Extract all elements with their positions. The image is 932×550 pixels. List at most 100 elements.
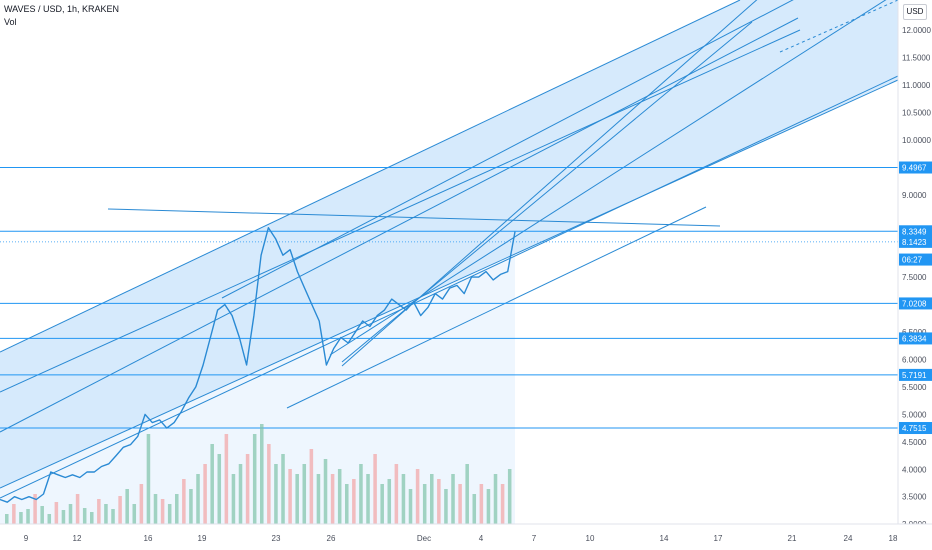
volume-bar — [295, 474, 299, 524]
volume-bar — [97, 499, 101, 524]
volume-bar — [444, 489, 448, 524]
volume-bar — [224, 434, 229, 524]
volume-bar — [33, 494, 37, 524]
volume-bar — [26, 509, 30, 524]
price-line — [0, 226, 516, 503]
y-tick-label: 4.5000 — [902, 438, 927, 447]
volume-bar — [267, 444, 271, 524]
trend-line — [0, 29, 801, 393]
price-tag-bg — [899, 297, 932, 310]
volume-bar — [451, 474, 455, 524]
volume-bar — [337, 469, 342, 524]
x-tick-label: 9 — [24, 534, 29, 543]
volume-bar — [217, 454, 222, 524]
trend-line — [221, 0, 794, 299]
volume-bar — [507, 469, 512, 524]
price-tag-bg — [899, 225, 932, 238]
volume-bar — [210, 444, 214, 524]
y-tick-label: 4.0000 — [902, 465, 927, 474]
volume-indicator-label[interactable]: Vol — [4, 17, 17, 27]
y-tick-label: 11.5000 — [902, 54, 931, 63]
volume-bar — [146, 434, 151, 524]
x-tick-label: 19 — [198, 534, 207, 543]
x-tick-label: 14 — [660, 534, 669, 543]
volume-bar — [160, 499, 165, 524]
volume-bar — [167, 504, 172, 524]
volume-bar — [359, 464, 363, 524]
volume-bar — [394, 464, 399, 524]
volume-bar — [132, 504, 137, 524]
volume-bar — [437, 479, 441, 524]
volume-bar — [90, 512, 94, 524]
price-axis-bg — [898, 0, 932, 550]
volume-bar — [75, 494, 80, 524]
y-tick-label: 12.0000 — [902, 26, 931, 35]
price-tag-label: 6.3834 — [902, 334, 927, 343]
volume-bar — [281, 454, 285, 524]
y-tick-label: 10.5000 — [902, 108, 931, 117]
volume-bar — [47, 514, 52, 524]
trend-line — [107, 208, 721, 227]
volume-bar — [500, 484, 505, 524]
price-tag-label: 5.7191 — [902, 371, 927, 380]
currency-button[interactable]: USD — [903, 4, 927, 20]
volume-bar — [245, 454, 250, 524]
volume-bar — [252, 434, 257, 524]
x-tick-label: 23 — [272, 534, 281, 543]
volume-bar — [5, 514, 9, 524]
price-tag-bg — [899, 161, 932, 174]
volume-bar — [288, 469, 292, 524]
volume-bar — [422, 484, 427, 524]
volume-bar — [458, 484, 462, 524]
past-range-shade — [0, 255, 515, 524]
price-tag-bg — [899, 332, 932, 345]
x-tick-label: 12 — [73, 534, 82, 543]
volume-bar — [323, 459, 328, 524]
x-tick-label: 17 — [714, 534, 723, 543]
x-tick-label: 10 — [586, 534, 595, 543]
volume-bar — [345, 484, 349, 524]
y-tick-label: 6.0000 — [902, 355, 927, 364]
volume-bar — [316, 474, 321, 524]
volume-bar — [175, 494, 179, 524]
volume-bar — [260, 424, 264, 524]
volume-bar — [479, 484, 484, 524]
price-tag-label: 06:27 — [902, 256, 923, 265]
y-tick-label: 5.5000 — [902, 383, 927, 392]
volume-bar — [472, 494, 477, 524]
volume-bar — [125, 489, 129, 524]
volume-bar — [111, 509, 115, 524]
volume-bar — [196, 474, 200, 524]
volume-bar — [274, 464, 278, 524]
volume-bar — [153, 494, 158, 524]
volume-bar — [68, 504, 73, 524]
x-tick-label: 18 — [889, 534, 898, 543]
volume-bar — [387, 479, 392, 524]
volume-bar — [82, 508, 87, 524]
x-tick-label: 24 — [844, 534, 853, 543]
price-tag-label: 4.7515 — [902, 424, 927, 433]
price-tag-label: 7.0208 — [902, 299, 927, 308]
volume-bar — [104, 504, 108, 524]
volume-bar — [182, 479, 186, 524]
volume-bar — [465, 464, 469, 524]
price-tag-label: 8.3349 — [902, 227, 927, 236]
volume-bar — [19, 512, 23, 524]
volume-bar — [430, 474, 434, 524]
volume-bar — [203, 464, 207, 524]
y-tick-label: 10.0000 — [902, 136, 931, 145]
price-tag-label: 9.4967 — [902, 164, 927, 173]
trend-line — [0, 0, 741, 353]
y-tick-label: 11.0000 — [902, 81, 931, 90]
trend-line — [329, 0, 887, 356]
y-tick-label: 5.0000 — [902, 410, 927, 419]
volume-bar — [352, 479, 356, 524]
volume-bar — [408, 489, 413, 524]
volume-bar — [118, 496, 122, 524]
volume-bar — [189, 489, 193, 524]
time-axis-bg — [0, 524, 932, 550]
volume-bar — [12, 504, 16, 524]
volume-bar — [302, 464, 307, 524]
